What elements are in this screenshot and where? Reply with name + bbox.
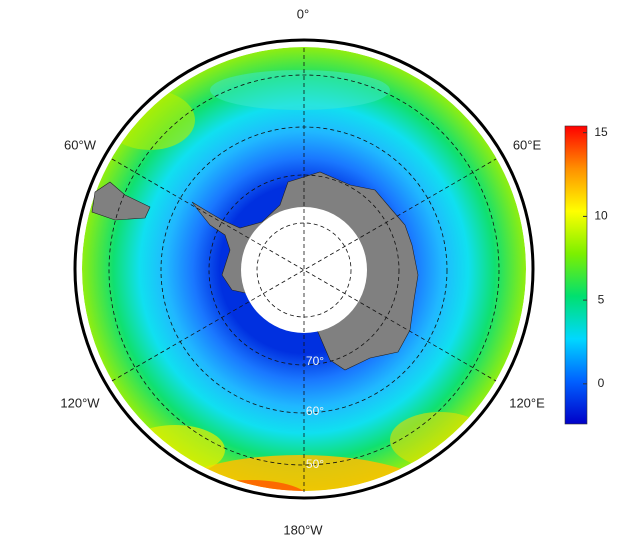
- longitude-label: 60°E: [513, 137, 542, 152]
- longitude-label: 0°: [297, 6, 309, 21]
- graticule: [108, 48, 500, 492]
- colorbar-tick-label: 5: [598, 292, 605, 306]
- colorbar-tick-label: 15: [594, 125, 608, 139]
- longitude-label: 120°E: [509, 395, 545, 410]
- colorbar: 0 5 10 15: [564, 125, 608, 425]
- south-america: [91, 181, 151, 221]
- colorbar-scale: [564, 125, 588, 425]
- colorbar-tick-label: 10: [594, 209, 608, 223]
- longitude-label: 120°W: [60, 395, 100, 410]
- latitude-label: 50°: [306, 457, 324, 471]
- latitude-label: 60°: [306, 404, 324, 418]
- colorbar-tick-label: 0: [598, 376, 605, 390]
- map-border: [73, 38, 535, 500]
- latitude-label: 70°: [306, 354, 324, 368]
- pole-hole: [241, 207, 367, 333]
- longitude-label: 60°W: [64, 137, 97, 152]
- longitude-label: 180°W: [283, 522, 323, 537]
